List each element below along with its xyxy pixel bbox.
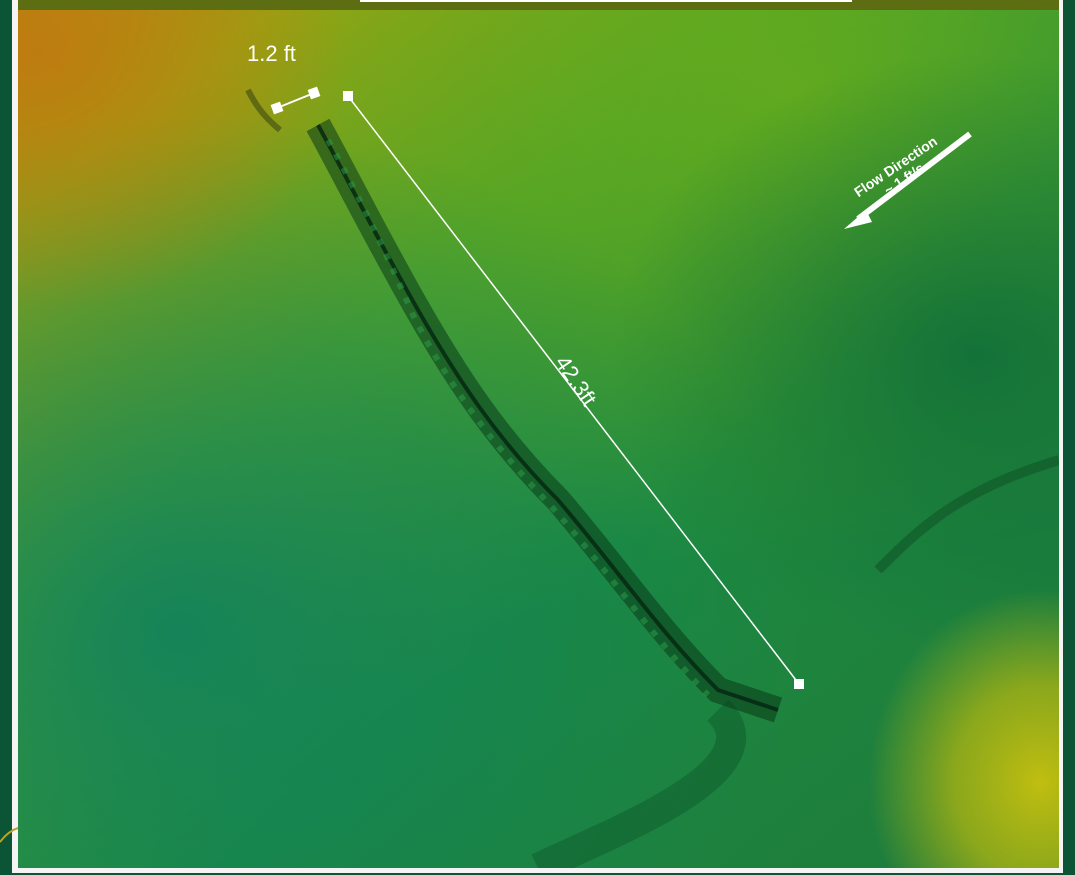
flow-arrow-head (844, 210, 872, 229)
long-measure-end-handle (794, 679, 804, 689)
top-bar (18, 0, 1059, 10)
long-measure-line (347, 95, 800, 685)
top-bar-highlight (360, 0, 852, 2)
flow-arrow-shaft (856, 131, 972, 222)
long-measure-start-handle (343, 91, 353, 101)
short-measure-label: 1.2 ft (247, 41, 296, 66)
bathymetry-map (18, 10, 1059, 868)
corner-accent (0, 827, 19, 843)
terrain-surface (18, 10, 1059, 868)
short-measure-line (276, 92, 315, 109)
short-measure-end-handle (307, 86, 321, 100)
short-measure-start-handle (270, 101, 284, 115)
